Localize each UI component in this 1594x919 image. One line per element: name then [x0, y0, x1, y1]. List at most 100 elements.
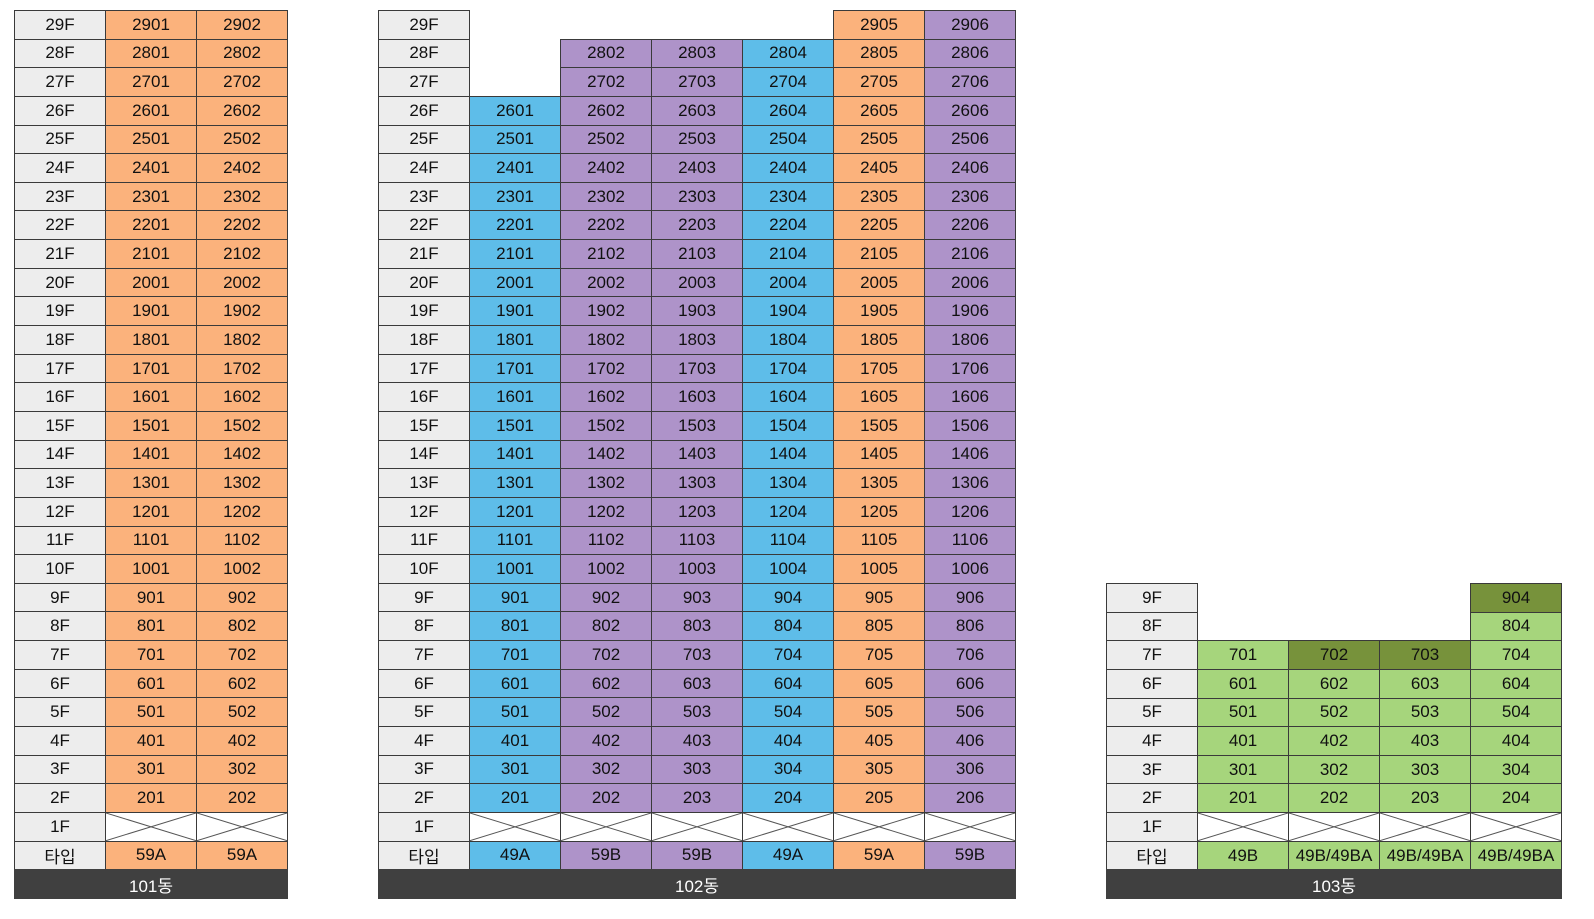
- unit-cell[interactable]: 2503: [651, 124, 743, 155]
- unit-cell[interactable]: 1102: [560, 525, 652, 556]
- unit-cell[interactable]: 1204: [742, 496, 834, 527]
- unit-cell[interactable]: 1501: [469, 410, 561, 441]
- unit-cell[interactable]: 1202: [196, 496, 288, 527]
- unit-cell[interactable]: 1802: [196, 325, 288, 355]
- unit-cell[interactable]: 802: [196, 611, 288, 642]
- unit-cell[interactable]: 1105: [833, 525, 925, 556]
- unit-cell[interactable]: 1702: [560, 353, 652, 384]
- unit-cell[interactable]: 1901: [469, 296, 561, 327]
- unit-cell[interactable]: 606: [924, 668, 1016, 699]
- unit-cell[interactable]: 1103: [651, 525, 743, 556]
- unit-cell[interactable]: 1705: [833, 353, 925, 384]
- unit-cell[interactable]: 503: [651, 697, 743, 728]
- unit-cell[interactable]: 601: [105, 668, 197, 699]
- unit-cell[interactable]: 1804: [742, 325, 834, 355]
- unit-cell[interactable]: 204: [1470, 783, 1562, 814]
- unit-cell[interactable]: 2803: [651, 38, 743, 69]
- unit-cell[interactable]: 602: [196, 668, 288, 699]
- unit-cell[interactable]: 2105: [833, 239, 925, 269]
- unit-cell[interactable]: 1506: [924, 410, 1016, 441]
- unit-cell[interactable]: 1205: [833, 496, 925, 527]
- unit-cell[interactable]: 2406: [924, 153, 1016, 183]
- unit-cell[interactable]: 502: [560, 697, 652, 728]
- unit-cell[interactable]: 403: [651, 726, 743, 756]
- unit-cell[interactable]: 506: [924, 697, 1016, 728]
- unit-cell[interactable]: 404: [1470, 726, 1562, 756]
- unit-cell[interactable]: 904: [742, 582, 834, 613]
- unit-cell[interactable]: 1302: [560, 468, 652, 498]
- unit-cell[interactable]: 304: [1470, 754, 1562, 785]
- unit-cell[interactable]: 501: [1197, 697, 1289, 728]
- unit-cell[interactable]: 501: [469, 697, 561, 728]
- unit-cell[interactable]: 504: [742, 697, 834, 728]
- unit-cell[interactable]: 1805: [833, 325, 925, 355]
- unit-cell[interactable]: 502: [1288, 697, 1380, 728]
- unit-cell[interactable]: 1201: [105, 496, 197, 527]
- unit-cell[interactable]: 2001: [105, 267, 197, 298]
- unit-cell[interactable]: 801: [469, 611, 561, 642]
- unit-cell[interactable]: 1401: [105, 439, 197, 470]
- unit-cell[interactable]: 703: [651, 640, 743, 670]
- unit-cell[interactable]: 601: [1197, 668, 1289, 699]
- unit-cell[interactable]: 605: [833, 668, 925, 699]
- unit-cell[interactable]: 2704: [742, 67, 834, 97]
- unit-cell[interactable]: 2606: [924, 95, 1016, 126]
- unit-cell[interactable]: 1501: [105, 410, 197, 441]
- unit-cell[interactable]: 1301: [469, 468, 561, 498]
- unit-cell[interactable]: 1602: [196, 382, 288, 412]
- unit-cell[interactable]: 503: [1379, 697, 1471, 728]
- unit-cell[interactable]: 301: [105, 754, 197, 785]
- unit-cell[interactable]: 2003: [651, 267, 743, 298]
- unit-cell[interactable]: 2202: [560, 210, 652, 241]
- unit-cell[interactable]: 201: [469, 783, 561, 813]
- unit-cell[interactable]: 402: [1288, 726, 1380, 756]
- unit-cell[interactable]: 806: [924, 611, 1016, 642]
- unit-cell[interactable]: 2303: [651, 181, 743, 212]
- unit-cell[interactable]: 1403: [651, 439, 743, 470]
- unit-cell[interactable]: 305: [833, 754, 925, 785]
- unit-cell[interactable]: 2202: [196, 210, 288, 241]
- unit-cell[interactable]: 304: [742, 754, 834, 785]
- unit-cell[interactable]: 403: [1379, 726, 1471, 756]
- unit-cell[interactable]: 2801: [105, 38, 197, 69]
- unit-cell[interactable]: 1504: [742, 410, 834, 441]
- unit-cell[interactable]: 401: [469, 726, 561, 756]
- unit-cell[interactable]: 2501: [469, 124, 561, 155]
- unit-cell[interactable]: 1401: [469, 439, 561, 470]
- unit-cell[interactable]: 1302: [196, 468, 288, 498]
- unit-cell[interactable]: 1906: [924, 296, 1016, 327]
- unit-cell[interactable]: 2206: [924, 210, 1016, 241]
- unit-cell[interactable]: 1404: [742, 439, 834, 470]
- unit-cell[interactable]: 2701: [105, 67, 197, 97]
- unit-cell[interactable]: 2601: [469, 95, 561, 126]
- unit-cell[interactable]: 2506: [924, 124, 1016, 155]
- unit-cell[interactable]: 505: [833, 697, 925, 728]
- unit-cell[interactable]: 2501: [105, 124, 197, 155]
- unit-cell[interactable]: 302: [1288, 754, 1380, 785]
- unit-cell[interactable]: 1405: [833, 439, 925, 470]
- unit-cell[interactable]: 2901: [105, 10, 197, 40]
- unit-cell[interactable]: 703: [1379, 640, 1471, 670]
- unit-cell[interactable]: 1106: [924, 525, 1016, 556]
- unit-cell[interactable]: 1002: [560, 554, 652, 584]
- unit-cell[interactable]: 1206: [924, 496, 1016, 527]
- unit-cell[interactable]: 905: [833, 582, 925, 613]
- unit-cell[interactable]: 2605: [833, 95, 925, 126]
- unit-cell[interactable]: 1503: [651, 410, 743, 441]
- unit-cell[interactable]: 1602: [560, 382, 652, 412]
- unit-cell[interactable]: 1505: [833, 410, 925, 441]
- unit-cell[interactable]: 701: [1197, 640, 1289, 670]
- unit-cell[interactable]: 1903: [651, 296, 743, 327]
- unit-cell[interactable]: 1301: [105, 468, 197, 498]
- unit-cell[interactable]: 2802: [196, 38, 288, 69]
- unit-cell[interactable]: 201: [105, 783, 197, 813]
- unit-cell[interactable]: 502: [196, 697, 288, 728]
- unit-cell[interactable]: 1601: [469, 382, 561, 412]
- unit-cell[interactable]: 202: [560, 783, 652, 813]
- unit-cell[interactable]: 1004: [742, 554, 834, 584]
- unit-cell[interactable]: 2601: [105, 95, 197, 126]
- unit-cell[interactable]: 1905: [833, 296, 925, 327]
- unit-cell[interactable]: 2203: [651, 210, 743, 241]
- unit-cell[interactable]: 2602: [196, 95, 288, 126]
- unit-cell[interactable]: 801: [105, 611, 197, 642]
